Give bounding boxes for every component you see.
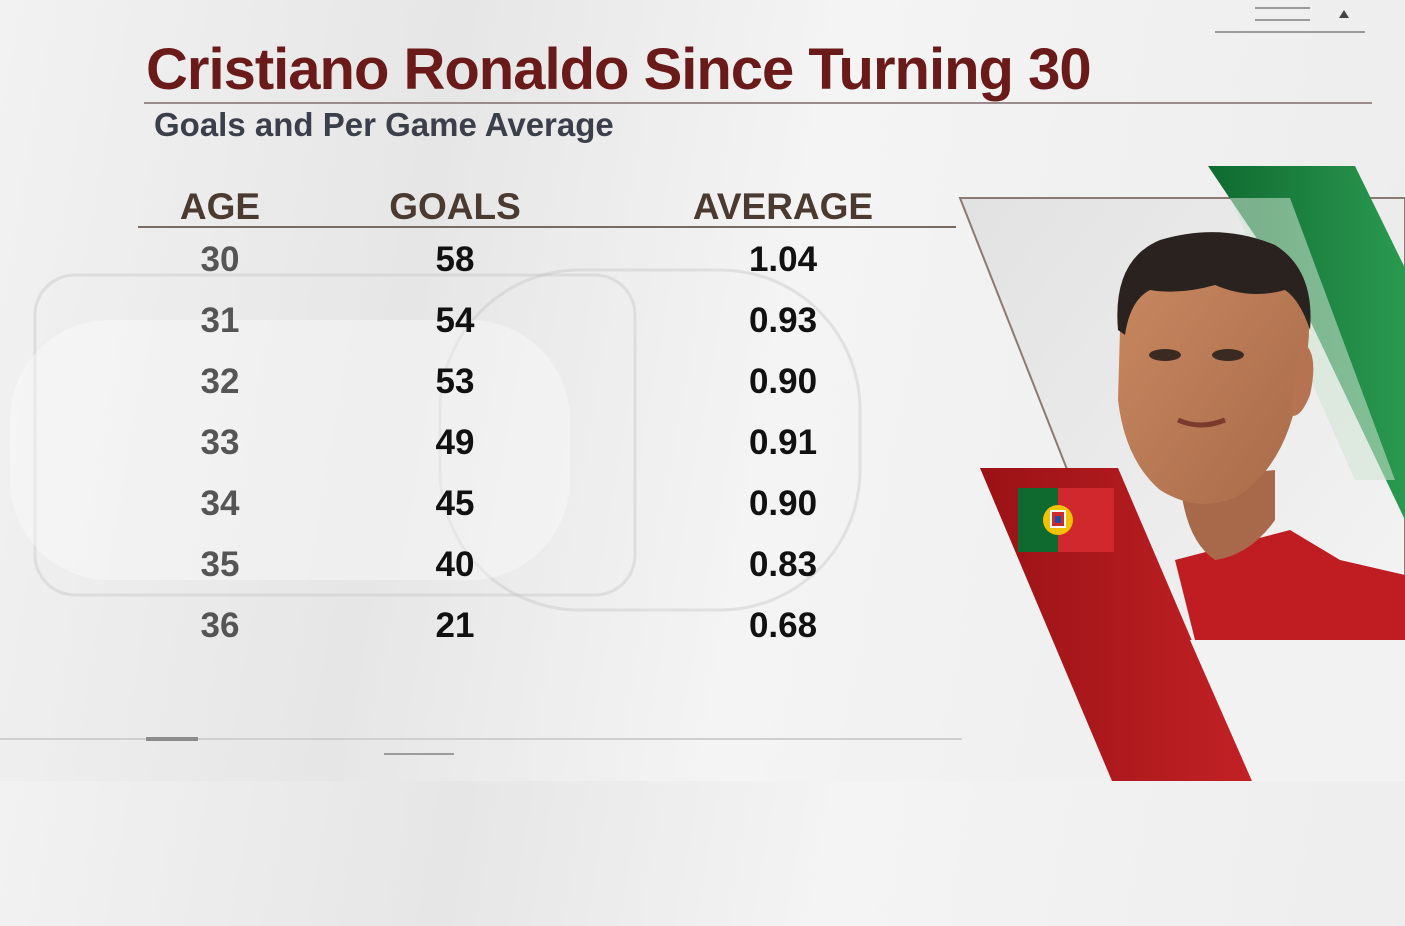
table-row: 32 53 0.90: [0, 360, 960, 420]
goals-cell: 53: [435, 362, 475, 401]
column-header-goals: GOALS: [389, 186, 521, 227]
age-cell: 32: [200, 362, 240, 401]
goals-cell: 58: [435, 240, 475, 279]
goals-cell: 40: [435, 545, 475, 584]
goals-cell: 54: [435, 301, 475, 340]
bottom-rule: [0, 738, 962, 740]
average-cell: 0.90: [748, 362, 818, 401]
column-header-age: AGE: [179, 186, 261, 227]
bottom-dash: [384, 753, 454, 755]
average-cell: 0.91: [748, 423, 818, 462]
table-row: 34 45 0.90: [0, 482, 960, 542]
portugal-flag-icon: [1018, 488, 1114, 552]
table-row: 35 40 0.83: [0, 543, 960, 603]
table-row: 36 21 0.68: [0, 604, 960, 664]
player-photo: [1117, 232, 1405, 640]
title-divider: [144, 102, 1372, 104]
corner-decoration: [1215, 7, 1365, 33]
goals-cell: 49: [435, 423, 475, 462]
page-title: Cristiano Ronaldo Since Turning 30: [146, 37, 1092, 102]
column-header-average: AVERAGE: [692, 186, 874, 227]
age-cell: 35: [200, 545, 240, 584]
table-row: 30 58 1.04: [0, 238, 960, 298]
average-cell: 0.83: [748, 545, 818, 584]
page-subtitle: Goals and Per Game Average: [154, 106, 614, 143]
table-row: 31 54 0.93: [0, 299, 960, 359]
bottom-panel: [1190, 640, 1405, 781]
age-cell: 30: [200, 240, 240, 279]
average-cell: 1.04: [748, 240, 818, 279]
player-artwork: [958, 166, 1405, 781]
goals-cell: 21: [435, 606, 475, 645]
age-cell: 31: [200, 301, 240, 340]
table-row: 33 49 0.91: [0, 421, 960, 481]
age-cell: 34: [200, 484, 240, 523]
average-cell: 0.90: [748, 484, 818, 523]
age-cell: 36: [200, 606, 240, 645]
average-cell: 0.93: [748, 301, 818, 340]
green-stripe: [1208, 166, 1405, 520]
average-cell: 0.68: [748, 606, 818, 645]
header-divider: [138, 226, 956, 228]
bottom-accent: [146, 737, 198, 741]
goals-cell: 45: [435, 484, 475, 523]
age-cell: 33: [200, 423, 240, 462]
